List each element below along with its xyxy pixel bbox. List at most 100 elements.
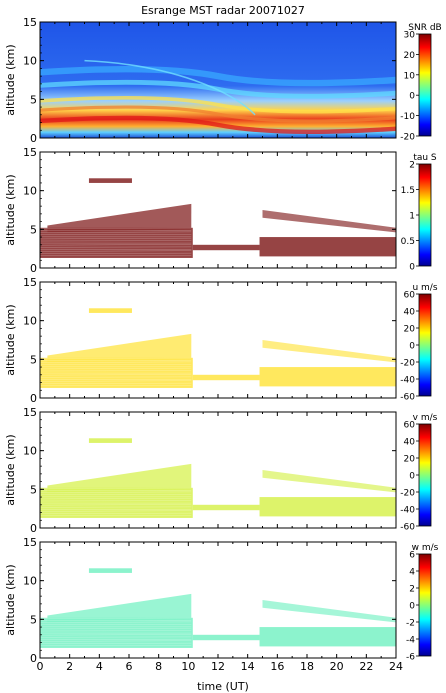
colorbar-tick-label: -10: [400, 112, 415, 122]
data-evening-layer: [262, 600, 396, 623]
texture-line: [39, 634, 192, 636]
data-block-1: [192, 374, 260, 381]
colorbar-label: w m/s: [412, 543, 439, 553]
colorbar-tick-label: -20: [400, 359, 415, 369]
x-tick-label: 12: [211, 660, 225, 673]
data-wedge: [47, 463, 192, 493]
texture-line: [39, 640, 192, 642]
x-tick-label: 6: [126, 660, 133, 673]
data-evening-layer: [262, 340, 396, 363]
x-axis-label: time (UT): [197, 680, 249, 693]
texture-line: [39, 244, 192, 246]
colorbar: [418, 423, 432, 527]
colorbar-tick-label: 0.5: [401, 237, 415, 247]
data-upper-layer: [88, 178, 132, 183]
colorbar: [418, 33, 432, 137]
data-block-2: [259, 237, 396, 257]
texture-line: [39, 621, 192, 623]
y-tick-label: 15: [23, 276, 37, 289]
colorbar-tick-label: 2: [409, 161, 415, 171]
y-tick-label: 0: [30, 652, 37, 665]
data-block-1: [192, 634, 260, 641]
data-wedge: [47, 593, 192, 623]
colorbar-tick-label: 0: [409, 472, 415, 482]
colorbar-tick-label: 20: [404, 455, 416, 465]
data-block-2: [259, 497, 396, 517]
x-tick-label: 24: [389, 660, 403, 673]
x-tick-label: 20: [330, 660, 344, 673]
texture-line: [39, 231, 192, 233]
x-tick-label: 10: [181, 660, 195, 673]
y-axis-label: altitude (km): [4, 174, 17, 245]
texture-line: [39, 237, 192, 240]
colorbar-tick-label: -2: [406, 619, 415, 629]
colorbar-label: v m/s: [413, 413, 438, 423]
colorbar-label: u m/s: [412, 283, 437, 293]
colorbar-tick-label: 0: [409, 263, 415, 273]
colorbar-tick-label: 1: [409, 212, 415, 222]
colorbar-tick-label: 6: [409, 551, 415, 561]
y-tick-label: 10: [23, 315, 37, 328]
snr-wave-structure: [84, 59, 256, 116]
texture-line: [39, 497, 192, 500]
y-axis-label: altitude (km): [4, 44, 17, 115]
data-upper-layer: [88, 308, 132, 313]
panel-3: 15 10 5 0 altitude (km) v m/s60 40 20 0 -20 -40 -60: [4, 406, 438, 535]
y-axis-label: altitude (km): [4, 304, 17, 375]
y-axis-label: altitude (km): [4, 564, 17, 635]
x-tick-label: 2: [66, 660, 73, 673]
colorbar-tick-label: 0: [409, 342, 415, 352]
data-wedge: [47, 203, 192, 233]
data-block-2: [259, 367, 396, 387]
colorbar-tick-label: 60: [404, 291, 416, 301]
texture-line: [39, 491, 192, 493]
snr-band-3: [39, 105, 397, 123]
colorbar-tick-label: -20: [400, 133, 415, 143]
texture-line: [39, 367, 192, 370]
colorbar-tick-label: -40: [400, 506, 415, 516]
y-tick-label: 0: [30, 132, 37, 145]
texture-line: [39, 250, 192, 252]
colorbar-tick-label: 30: [404, 31, 416, 41]
x-tick-label: 4: [96, 660, 103, 673]
y-tick-label: 5: [30, 483, 37, 496]
colorbar-tick-label: 20: [404, 325, 416, 335]
texture-line: [39, 504, 192, 506]
snr-band-2: [39, 96, 397, 114]
texture-line: [39, 510, 192, 512]
texture-line: [39, 380, 192, 382]
colorbar-label: tau S: [413, 153, 437, 163]
y-tick-label: 15: [23, 406, 37, 419]
colorbar: [418, 293, 432, 397]
data-upper-layer: [88, 568, 132, 573]
data-block-0: [40, 227, 193, 258]
x-tick-label: 22: [359, 660, 373, 673]
colorbar-tick-label: -60: [400, 393, 415, 403]
colorbar-tick-label: 40: [404, 308, 416, 318]
colorbar-tick-label: -6: [406, 653, 415, 663]
data-block-1: [192, 504, 260, 511]
y-tick-label: 15: [23, 16, 37, 29]
colorbar-tick-label: 2: [409, 585, 415, 595]
y-tick-label: 5: [30, 353, 37, 366]
y-tick-label: 0: [30, 262, 37, 275]
y-tick-label: 15: [23, 536, 37, 549]
texture-line: [39, 627, 192, 630]
y-tick-label: 10: [23, 445, 37, 458]
x-tick-label: 16: [270, 660, 284, 673]
snr-band-0: [39, 65, 397, 87]
colorbar-tick-label: -20: [400, 489, 415, 499]
snr-band-4: [39, 115, 397, 134]
y-tick-label: 10: [23, 185, 37, 198]
y-tick-label: 5: [30, 613, 37, 626]
data-evening-layer: [262, 210, 396, 233]
y-tick-label: 10: [23, 55, 37, 68]
x-tick-label: 0: [37, 660, 44, 673]
colorbar-tick-label: 0: [409, 92, 415, 102]
panel-1: 15 10 5 0 altitude (km) tau S2 1.5 1 0.5 0: [4, 146, 437, 275]
y-axis-label: altitude (km): [4, 434, 17, 505]
data-evening-layer: [262, 470, 396, 493]
